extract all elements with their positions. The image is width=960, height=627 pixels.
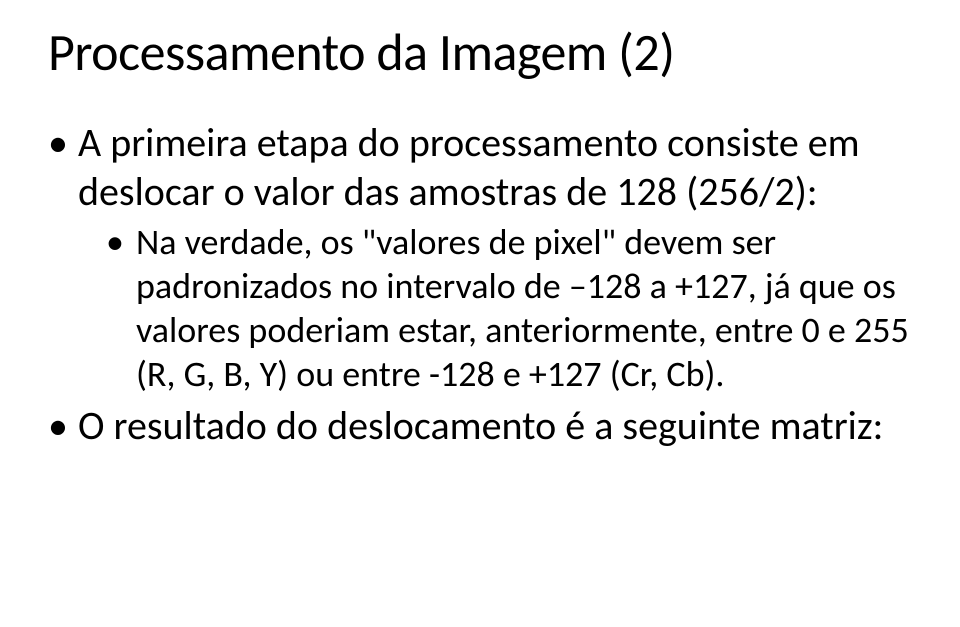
bullet-text-2: O resultado do deslocamento é a seguinte… [78,401,883,450]
bullet-item-1: A primeira etapa do processamento consis… [48,119,930,396]
bullet-text-1: A primeira etapa do processamento consis… [78,118,860,216]
bullet-item-1-1: Na verdade, os "valores de pixel" devem … [106,221,930,397]
bullet-text-1-1: Na verdade, os "valores de pixel" devem … [136,220,909,396]
bullet-item-2: O resultado do deslocamento é a seguinte… [48,402,930,451]
bullet-list-level2: Na verdade, os "valores de pixel" devem … [106,221,930,397]
slide-title: Processamento da Imagem (2) [48,24,930,81]
bullet-list-level1: A primeira etapa do processamento consis… [48,119,930,451]
slide: Processamento da Imagem (2) A primeira e… [0,0,960,627]
